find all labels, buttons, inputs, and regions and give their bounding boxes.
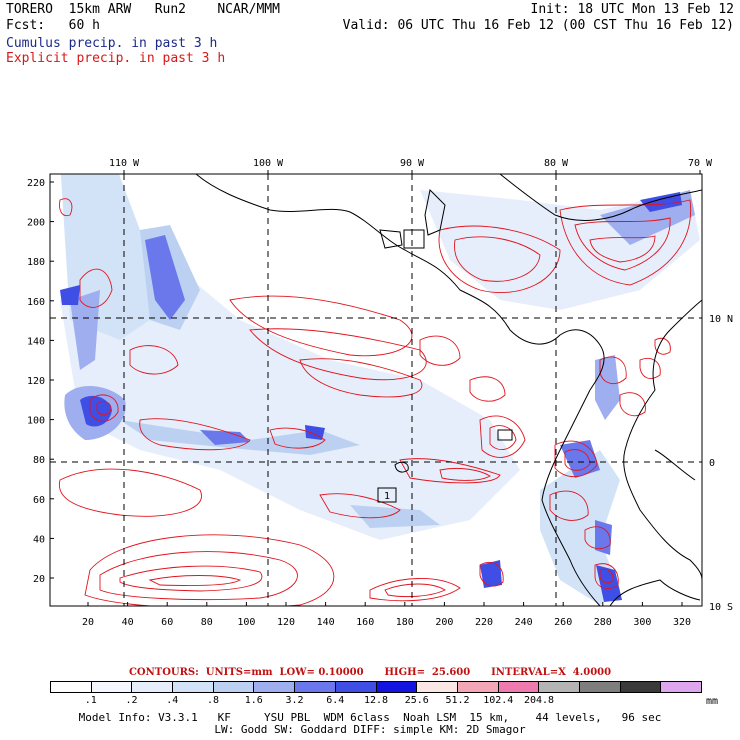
top-ticks	[123, 170, 701, 174]
plot-title: TORERO 15km ARW Run2 NCAR/MMM	[6, 2, 280, 17]
x-tick-label: 260	[554, 617, 572, 628]
scale-swatch	[132, 682, 174, 692]
legend-explicit-precip: Explicit precip. in past 3 h	[6, 51, 226, 66]
scale-swatch	[539, 682, 580, 692]
contours-info: CONTOURS: UNITS=mm LOW= 0.10000 HIGH= 25…	[128, 667, 612, 678]
scale-label: 204.8	[523, 695, 555, 706]
y-tick-label: 40	[33, 534, 45, 545]
y-tick-label: 140	[27, 336, 45, 347]
y-tick-label: 20	[33, 574, 45, 585]
scale-swatch	[254, 682, 296, 692]
y-tick-label: 80	[33, 455, 45, 466]
scale-label: .1	[84, 695, 97, 706]
lat-label: 10 S	[709, 602, 733, 613]
model-info-line-2: LW: Godd SW: Goddard DIFF: simple KM: 2D…	[214, 723, 526, 736]
y-tick-label: 180	[27, 257, 45, 268]
x-tick-label: 220	[475, 617, 493, 628]
x-tick-label: 280	[594, 617, 612, 628]
legend-cumulus-precip: Cumulus precip. in past 3 h	[6, 36, 218, 51]
x-tick-label: 60	[161, 617, 173, 628]
scale-label: .2	[125, 695, 138, 706]
x-tick-label: 20	[82, 617, 94, 628]
scale-swatch	[335, 682, 377, 692]
color-scale-labels: .1 .2 .4 .8 1.6 3.2 6.4 12.8 25.6 51.2 102.4 204.8	[50, 695, 702, 707]
scale-swatch	[457, 682, 499, 692]
y-tick-label: 100	[27, 416, 45, 427]
scale-label: .8	[206, 695, 220, 706]
scale-swatch	[295, 682, 336, 692]
x-tick-label: 320	[673, 617, 691, 628]
scale-swatch	[661, 682, 701, 692]
lon-label: 70 W	[688, 158, 713, 169]
lon-label: 80 W	[544, 158, 569, 169]
x-tick-label: 140	[317, 617, 335, 628]
lat-label: 0	[709, 458, 715, 469]
x-tick-label: 100	[237, 617, 255, 628]
coastlines	[195, 174, 702, 606]
x-tick-label: 180	[396, 617, 414, 628]
color-scale-bar	[50, 681, 702, 693]
y-tick-label: 160	[27, 297, 45, 308]
map-frame	[49, 173, 703, 607]
explicit-precip-contours	[58, 198, 692, 606]
y-tick-label: 200	[27, 218, 45, 229]
scale-label: 25.6	[404, 695, 429, 706]
valid-time: Valid: 06 UTC Thu 16 Feb 12 (00 CST Thu …	[342, 18, 734, 33]
x-tick-label: 200	[435, 617, 453, 628]
x-tick-label: 160	[356, 617, 374, 628]
scale-label: 102.4	[483, 695, 514, 706]
scale-swatch	[213, 682, 255, 692]
scale-label: 3.2	[285, 695, 304, 706]
x-tick-label: 300	[633, 617, 651, 628]
color-scale-unit: mm	[706, 696, 719, 707]
init-time: Init: 18 UTC Mon 13 Feb 12	[530, 2, 735, 17]
scale-swatch	[417, 682, 458, 692]
forecast-hour: Fcst: 60 h	[6, 18, 100, 33]
scale-label: 1.6	[244, 695, 263, 706]
scale-label: 51.2	[445, 695, 470, 706]
left-grid-ticks: 220 200 180 160 140 120 100 80 60 40 20	[27, 178, 54, 585]
lon-label: 110 W	[109, 158, 140, 169]
lon-label: 100 W	[253, 158, 284, 169]
scale-swatch	[51, 682, 92, 692]
y-tick-label: 120	[27, 376, 45, 387]
bottom-grid-ticks: 20 40 60 80 100 120 140 160 180 200 220 240 260 280 30…	[82, 602, 691, 628]
x-tick-label: 120	[277, 617, 295, 628]
scale-swatch	[579, 682, 621, 692]
scale-swatch	[376, 682, 418, 692]
region-boxes	[377, 229, 513, 503]
box-label: 1	[384, 491, 390, 502]
x-tick-label: 80	[201, 617, 213, 628]
scale-swatch	[620, 682, 662, 692]
scale-swatch	[173, 682, 214, 692]
lat-label: 10 N	[709, 314, 733, 325]
model-info-line-1: Model Info: V3.3.1 KF YSU PBL WDM 6class…	[78, 711, 662, 724]
lon-label: 90 W	[400, 158, 425, 169]
y-tick-label: 220	[27, 178, 45, 189]
scale-label: 12.8	[363, 695, 389, 706]
scale-label: .4	[166, 695, 179, 706]
x-tick-label: 240	[515, 617, 533, 628]
scale-swatch	[498, 682, 540, 692]
y-tick-label: 60	[33, 495, 45, 506]
scale-swatch	[91, 682, 133, 692]
graticule	[50, 174, 702, 606]
x-tick-label: 40	[122, 617, 134, 628]
scale-label: 6.4	[326, 695, 345, 706]
